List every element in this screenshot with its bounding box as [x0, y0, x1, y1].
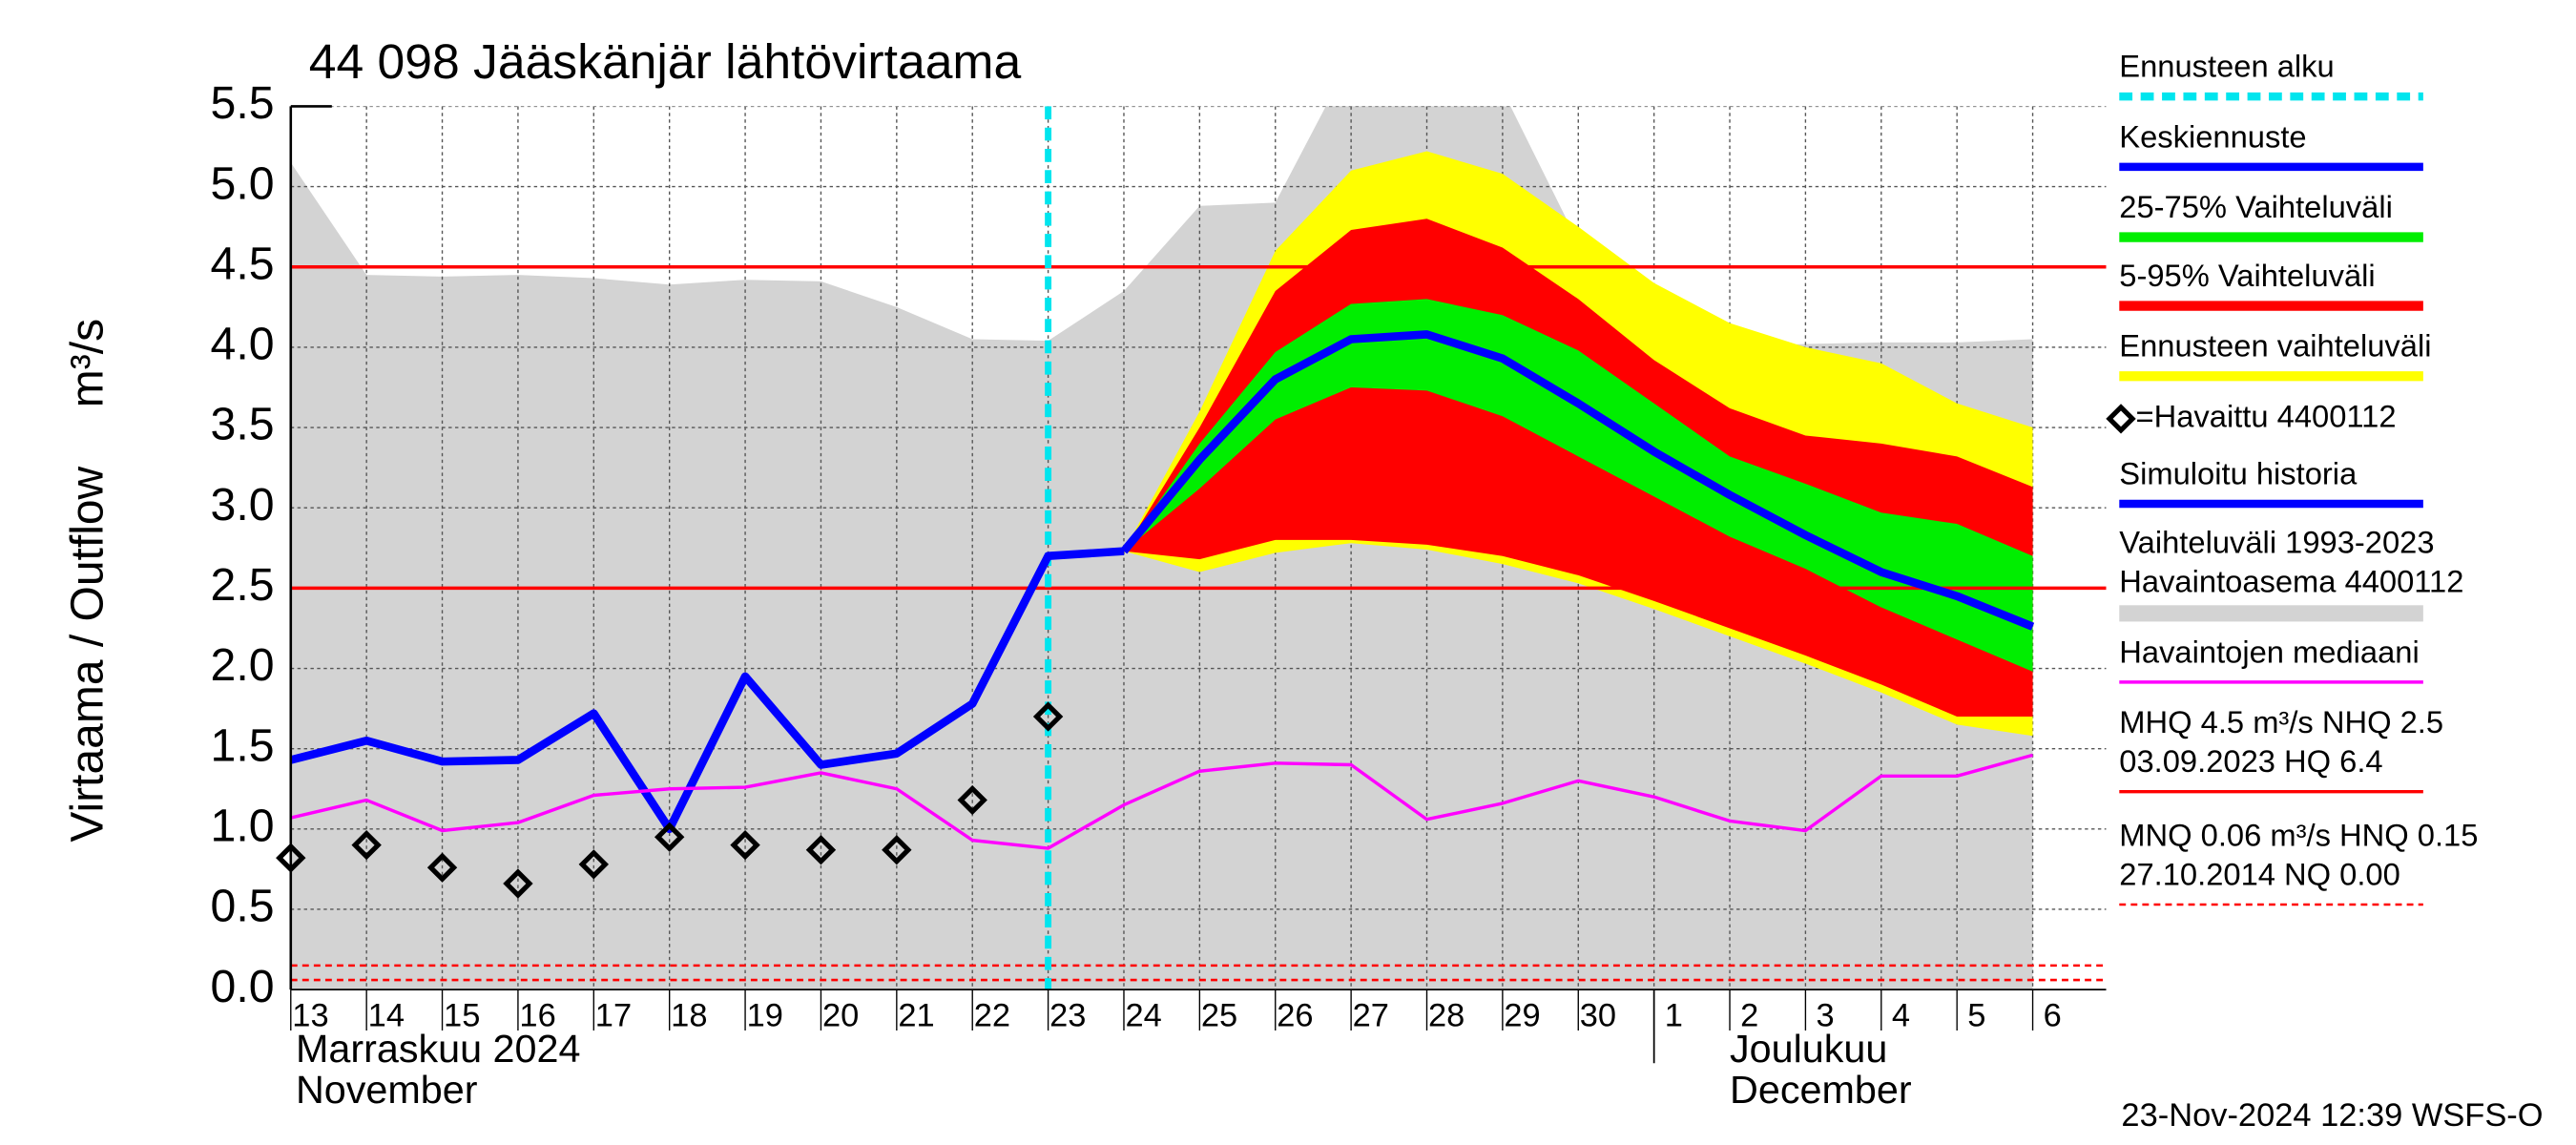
- x-tick-label: 15: [444, 997, 480, 1033]
- x-tick-label: 19: [747, 997, 783, 1033]
- observation-marker: [426, 852, 458, 883]
- y-tick-label: 1.5: [211, 719, 275, 771]
- legend-label: Havaintoasema 4400112: [2119, 564, 2463, 599]
- legend-label: =Havaittu 4400112: [2136, 399, 2397, 434]
- legend-label: 5-95% Vaihteluväli: [2119, 258, 2375, 293]
- legend-swatch: [2119, 605, 2423, 622]
- series-line: [1120, 330, 2035, 631]
- legend-label: 27.10.2014 NQ 0.00: [2119, 857, 2400, 892]
- range-band: [1123, 299, 2033, 672]
- y-tick-label: 5.0: [211, 157, 275, 209]
- y-tick-label: 2.0: [211, 639, 275, 691]
- legend-marker: [2106, 404, 2136, 434]
- x-tick-label: 14: [368, 997, 405, 1033]
- month-label: Marraskuu 2024: [296, 1027, 581, 1071]
- x-tick-label: 16: [519, 997, 555, 1033]
- x-tick-label: 17: [595, 997, 632, 1033]
- x-tick-label: 3: [1816, 997, 1834, 1033]
- x-tick-label: 26: [1277, 997, 1313, 1033]
- legend-label: Simuloitu historia: [2119, 456, 2358, 491]
- x-tick-label: 30: [1580, 997, 1616, 1033]
- legend-label: MNQ 0.06 m³/s HNQ 0.15: [2119, 817, 2478, 852]
- x-tick-label: 25: [1201, 997, 1237, 1033]
- observation-marker: [882, 835, 912, 865]
- x-tick-label: 13: [292, 997, 328, 1033]
- chart-title: 44 098 Jääskänjär lähtövirtaama: [309, 33, 1022, 89]
- y-tick-label: 1.0: [211, 801, 275, 852]
- month-label: November: [296, 1068, 478, 1112]
- legend-label: Havaintojen mediaani: [2119, 634, 2419, 669]
- legend-label: Ennusteen alku: [2119, 49, 2334, 84]
- observation-marker: [805, 835, 837, 865]
- y-tick-label: 5.5: [211, 77, 275, 129]
- y-tick-label: 3.5: [211, 399, 275, 450]
- x-tick-label: 29: [1504, 997, 1540, 1033]
- observation-marker: [503, 868, 533, 899]
- x-tick-label: 5: [1967, 997, 1985, 1033]
- observation-marker: [1032, 701, 1064, 732]
- series-line: [290, 547, 1125, 834]
- legend-label: Keskiennuste: [2119, 118, 2306, 154]
- series-line: [290, 753, 2034, 850]
- y-tick-label: 4.5: [211, 239, 275, 290]
- y-tick-label: 4.0: [211, 319, 275, 370]
- month-label: December: [1730, 1068, 1912, 1112]
- x-tick-label: 23: [1049, 997, 1086, 1033]
- legend-label: 03.09.2023 HQ 6.4: [2119, 743, 2382, 779]
- y-tick-label: 0.0: [211, 961, 275, 1012]
- legend-label: MHQ 4.5 m³/s NHQ 2.5: [2119, 704, 2443, 739]
- x-tick-label: 18: [671, 997, 707, 1033]
- x-tick-label: 20: [822, 997, 859, 1033]
- observation-marker: [730, 830, 760, 861]
- x-tick-label: 1: [1665, 997, 1683, 1033]
- legend-label: Vaihteluväli 1993-2023: [2119, 525, 2434, 560]
- x-tick-label: 4: [1892, 997, 1910, 1033]
- y-axis-unit: m³/s: [61, 319, 113, 407]
- observation-marker: [351, 830, 382, 861]
- observation-marker: [578, 849, 610, 880]
- month-label: Joulukuu: [1730, 1027, 1887, 1071]
- observation-marker: [654, 822, 685, 852]
- y-axis-label: Virtaama / Outflow: [61, 467, 113, 843]
- legend-label: Ennusteen vaihteluväli: [2119, 328, 2431, 364]
- y-tick-label: 3.0: [211, 479, 275, 531]
- plot-area: [290, 106, 2107, 990]
- y-tick-label: 0.5: [211, 881, 275, 932]
- observation-marker: [957, 784, 987, 816]
- x-tick-label: 27: [1353, 997, 1389, 1033]
- y-tick-label: 2.5: [211, 559, 275, 611]
- legend-label: 25-75% Vaihteluväli: [2119, 189, 2393, 224]
- x-tick-label: 28: [1428, 997, 1465, 1033]
- x-tick-label: 22: [974, 997, 1010, 1033]
- timestamp: 23-Nov-2024 12:39 WSFS-O: [2121, 1097, 2543, 1134]
- x-tick-label: 6: [2044, 997, 2062, 1033]
- x-tick-label: 24: [1125, 997, 1161, 1033]
- x-tick-label: 2: [1740, 997, 1758, 1033]
- x-tick-label: 21: [898, 997, 934, 1033]
